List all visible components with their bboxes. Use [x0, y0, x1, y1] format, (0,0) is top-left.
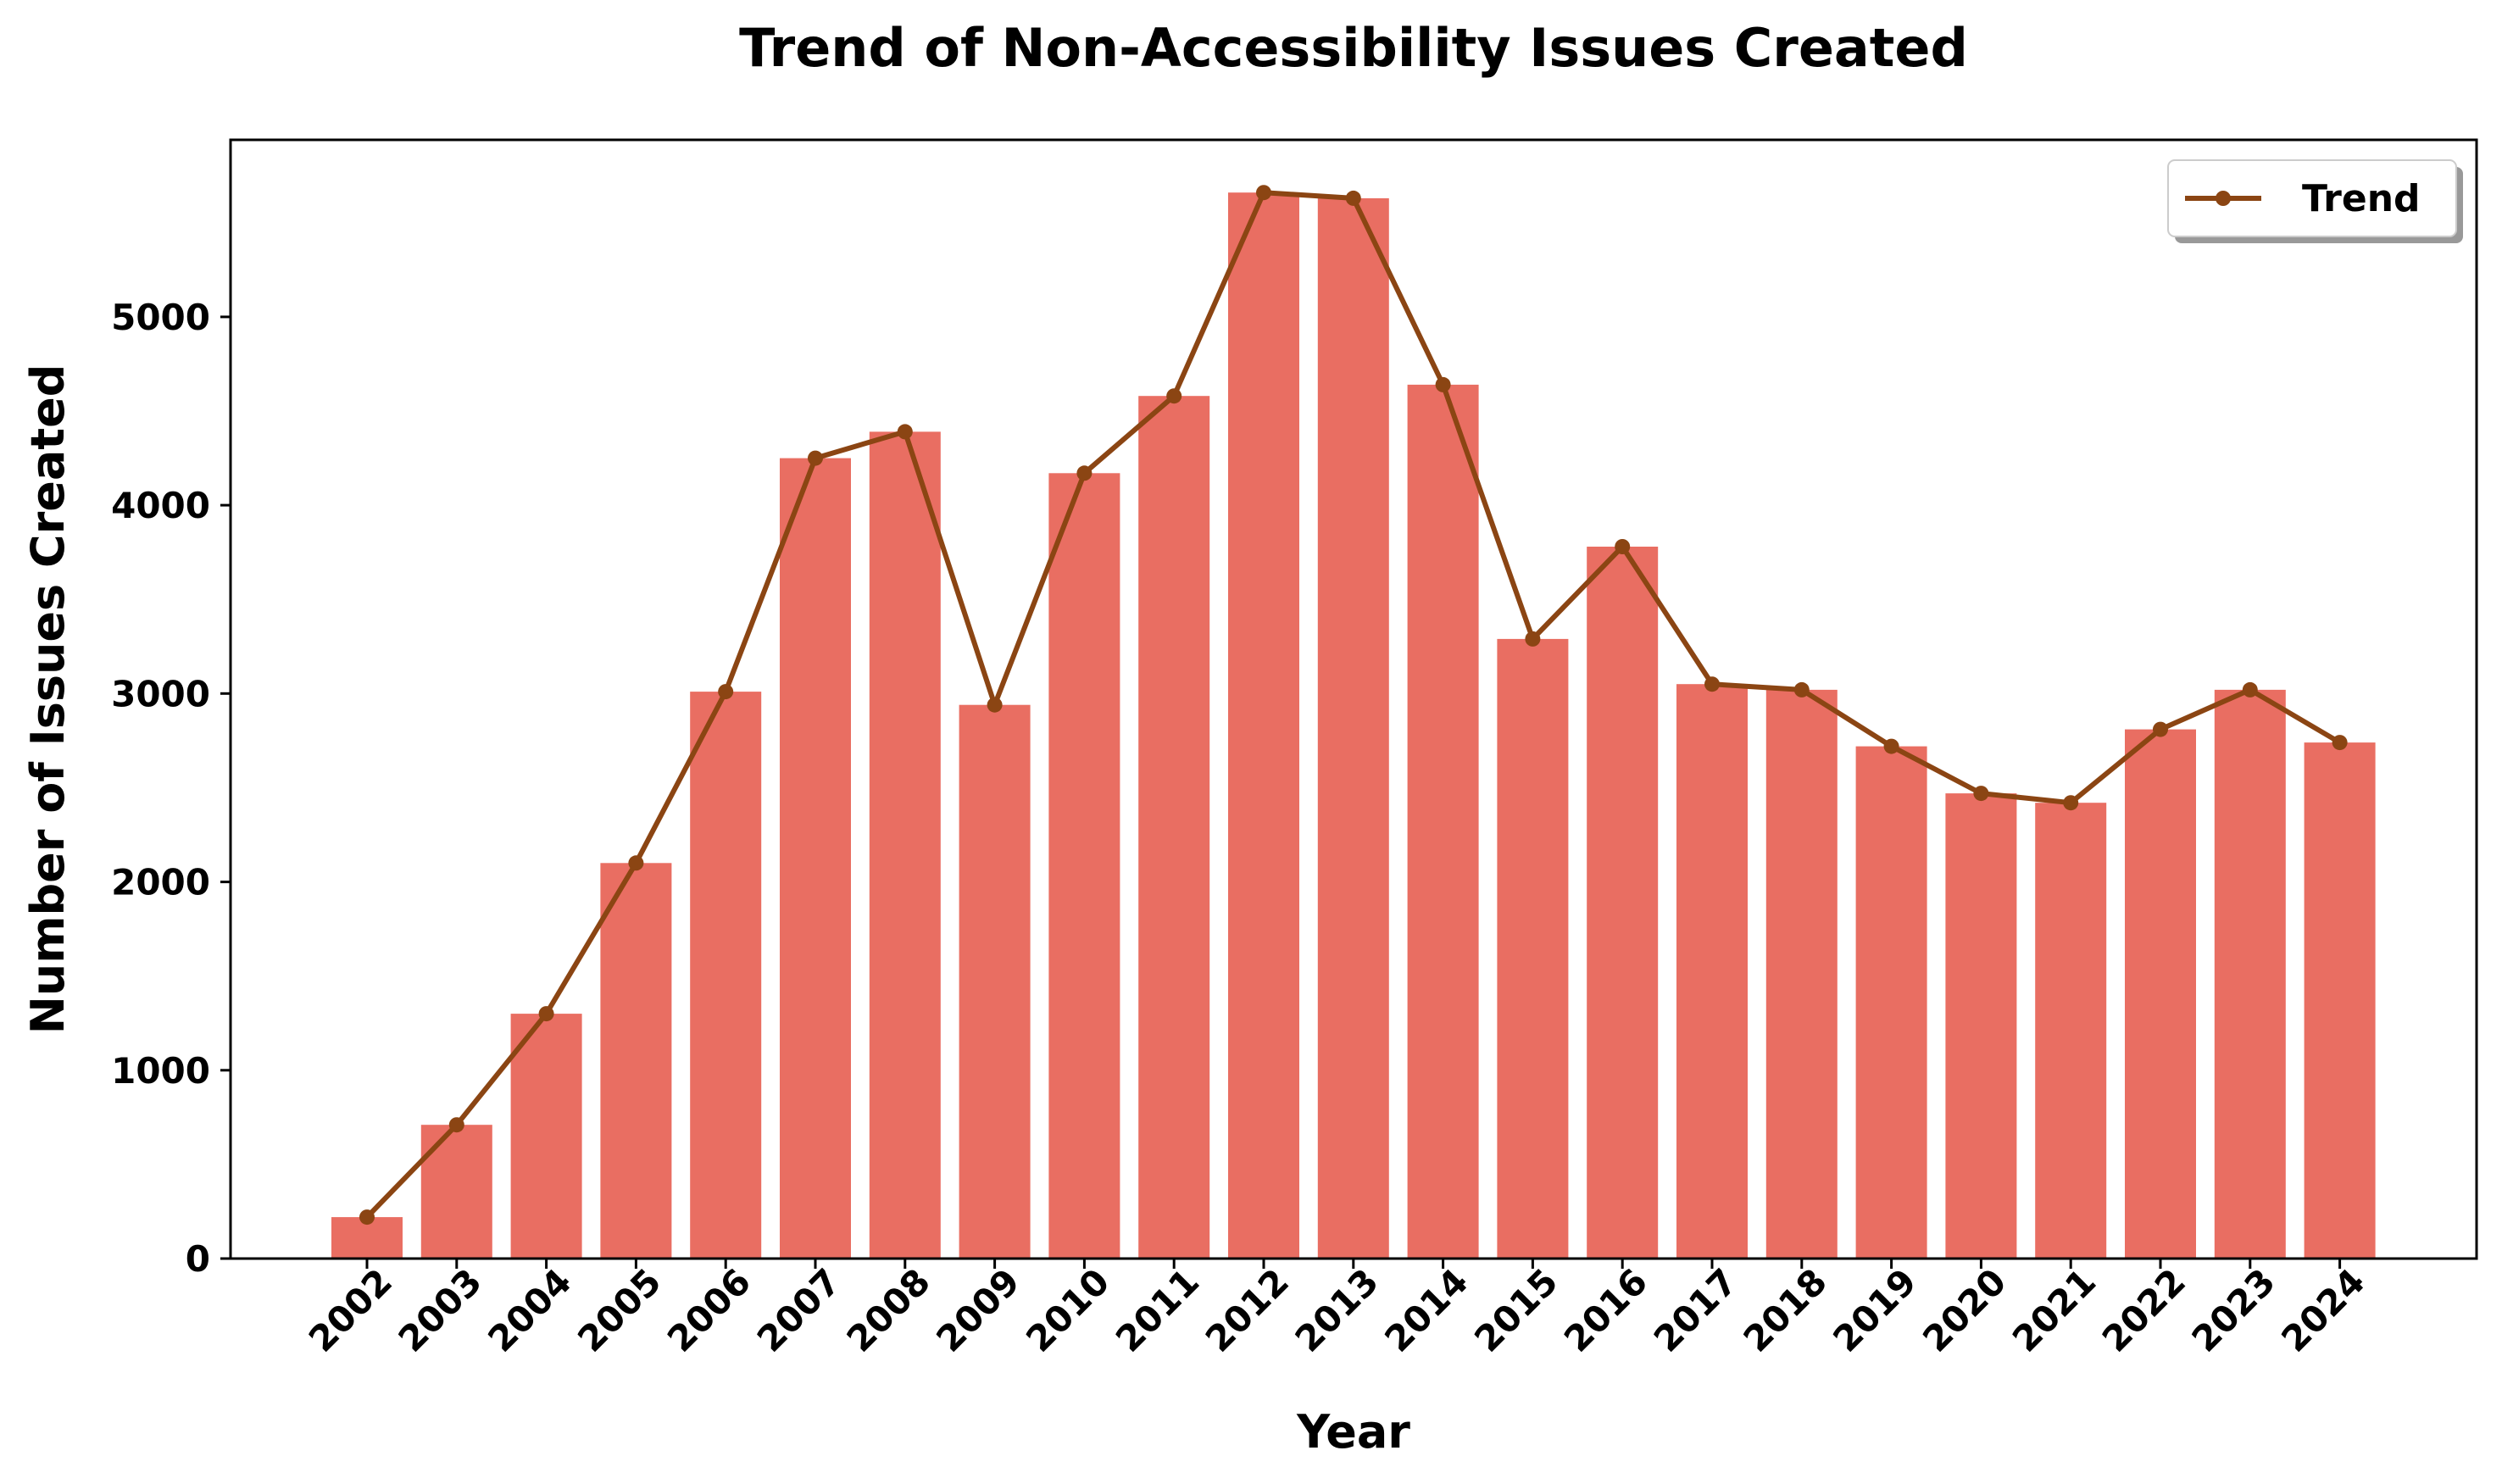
trend-point-2002 [359, 1209, 375, 1226]
bar-2023 [2214, 689, 2286, 1259]
trend-point-2021 [2063, 795, 2079, 811]
bar-2015 [1497, 638, 1569, 1259]
bar-2017 [1676, 684, 1748, 1259]
bar-2005 [600, 863, 672, 1259]
trend-point-2005 [628, 855, 644, 871]
bar-2018 [1765, 689, 1838, 1259]
y-tick-label: 2000 [111, 862, 210, 903]
y-tick-label: 4000 [111, 485, 210, 526]
bar-2024 [2304, 742, 2376, 1259]
bar-2012 [1228, 192, 1299, 1259]
bar-2020 [1945, 793, 2017, 1259]
bar-2019 [1855, 746, 1927, 1259]
trend-point-2014 [1435, 376, 1451, 392]
bar-2014 [1407, 384, 1479, 1259]
y-axis-label: Number of Issues Created [21, 364, 75, 1035]
legend-label-trend: Trend [2302, 177, 2421, 220]
x-axis-label: Year [1296, 1405, 1410, 1459]
bar-2022 [2125, 729, 2196, 1259]
trend-point-2018 [1793, 681, 1810, 698]
bar-2021 [2035, 803, 2107, 1259]
trend-point-2012 [1256, 185, 1271, 201]
bar-2010 [1048, 473, 1120, 1259]
trend-line-group [359, 185, 2348, 1226]
trend-point-2015 [1525, 631, 1541, 647]
trend-point-2009 [987, 697, 1003, 713]
bar-2007 [780, 458, 851, 1259]
trend-point-2024 [2332, 735, 2348, 751]
y-tick-label: 5000 [111, 297, 210, 338]
y-tick-label: 3000 [111, 673, 210, 714]
legend: Trend [2167, 159, 2463, 243]
bar-2004 [510, 1014, 582, 1259]
bar-2009 [959, 704, 1031, 1259]
bar-2016 [1587, 547, 1659, 1259]
bar-2003 [420, 1125, 492, 1259]
trend-point-2023 [2242, 681, 2258, 698]
chart-title: Trend of Non-Accessibility Issues Create… [739, 17, 1968, 79]
trend-point-2004 [538, 1006, 554, 1022]
trend-point-2010 [1076, 465, 1093, 481]
legend-box [2167, 159, 2457, 237]
bar-group [331, 192, 2376, 1259]
trend-point-2011 [1166, 388, 1182, 404]
bar-2013 [1317, 197, 1389, 1259]
bar-2008 [869, 431, 941, 1259]
y-tick-label: 0 [186, 1238, 210, 1280]
trend-point-2017 [1704, 676, 1720, 692]
trend-point-2006 [718, 684, 734, 700]
trend-point-2013 [1345, 190, 1361, 206]
legend-marker-swatch [2216, 191, 2231, 206]
y-tick-label: 1000 [111, 1050, 210, 1092]
trend-point-2003 [448, 1117, 464, 1133]
trend-point-2022 [2153, 721, 2168, 737]
trend-point-2019 [1883, 738, 1899, 754]
bar-2011 [1138, 396, 1210, 1259]
trend-point-2007 [808, 450, 823, 466]
bar-2006 [690, 692, 762, 1259]
trend-point-2008 [897, 424, 913, 440]
trend-point-2016 [1615, 539, 1631, 554]
y-axis: 0 1000 2000 3000 4000 5000 [111, 297, 231, 1280]
trend-point-2020 [1973, 786, 1989, 802]
